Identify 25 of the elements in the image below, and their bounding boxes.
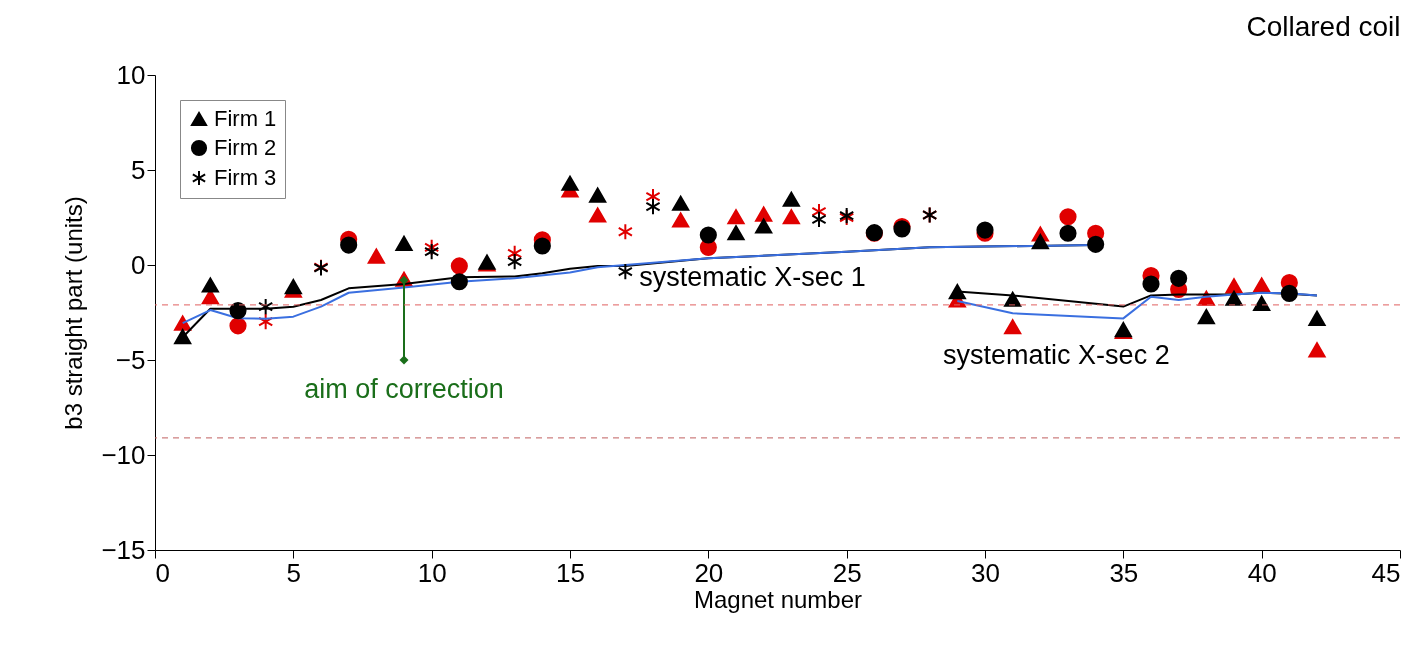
annotation: aim of correction bbox=[304, 374, 504, 405]
x-tick-label: 25 bbox=[832, 557, 862, 588]
x-tick-label: 30 bbox=[971, 557, 1000, 588]
x-tick-label: 15 bbox=[556, 557, 585, 588]
y-tick-label: −5 bbox=[115, 344, 146, 375]
chart-title: Collared coil bbox=[1246, 11, 1401, 42]
y-tick-label: 0 bbox=[131, 249, 146, 280]
legend-label: Firm 2 bbox=[214, 135, 277, 160]
x-tick-label: 20 bbox=[694, 557, 724, 588]
y-tick-label: 5 bbox=[131, 154, 146, 185]
y-tick-label: −15 bbox=[101, 534, 146, 565]
x-tick-label: 45 bbox=[1371, 557, 1401, 588]
x-tick-label: 5 bbox=[286, 557, 302, 588]
x-tick-label: 0 bbox=[155, 557, 170, 588]
legend-label: Firm 3 bbox=[214, 165, 277, 190]
annotation: systematic X-sec 1 bbox=[639, 262, 866, 293]
x-tick-label: 40 bbox=[1247, 557, 1277, 588]
x-tick-label: 10 bbox=[417, 557, 447, 588]
y-axis-title: b3 straight part (units) bbox=[60, 196, 88, 430]
y-tick-label: 10 bbox=[116, 59, 146, 90]
y-tick-label: −10 bbox=[101, 439, 146, 470]
x-tick-label: 35 bbox=[1109, 557, 1139, 588]
legend-label: Firm 1 bbox=[214, 106, 277, 131]
annotation: systematic X-sec 2 bbox=[943, 340, 1170, 371]
x-axis-title: Magnet number bbox=[693, 585, 863, 613]
